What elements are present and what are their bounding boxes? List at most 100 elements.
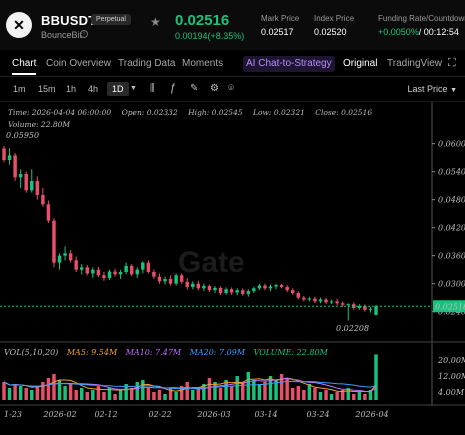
camera-icon[interactable]: ⌾ <box>228 83 234 94</box>
candle-body <box>91 269 95 274</box>
settings-gear-icon[interactable]: ⚙ <box>210 83 219 94</box>
bouncebit-logo-icon: ✕ <box>6 12 32 38</box>
perpetual-badge: Perpetual <box>91 14 131 25</box>
funding-rate-label: Funding Rate/Countdown <box>378 14 465 23</box>
volume-bar <box>229 386 234 400</box>
volume-bar <box>52 374 56 400</box>
volume-bar <box>196 388 201 400</box>
candle-body <box>302 297 306 300</box>
volume-bar <box>346 388 350 400</box>
candle-type-icon[interactable]: ⫼ <box>150 83 155 94</box>
volume-bar <box>57 380 62 400</box>
last-price-selector[interactable]: Last Price ▼ <box>408 84 457 94</box>
candle-body <box>318 299 323 302</box>
volume-bar <box>80 388 84 400</box>
candle-body <box>368 308 373 310</box>
candle-body <box>68 253 73 261</box>
volume-bar <box>235 376 239 400</box>
candle-body <box>257 285 262 289</box>
tab-moments[interactable]: Moments <box>182 58 224 69</box>
tab-chart[interactable]: Chart <box>12 58 37 69</box>
indicators-icon[interactable]: ƒ <box>170 82 177 94</box>
candle-body <box>213 287 217 291</box>
volume-tick-label: 12.00M <box>438 372 465 381</box>
volume-bar <box>368 390 373 400</box>
candle-body <box>13 155 17 178</box>
fullscreen-icon[interactable]: ⛶ <box>448 57 456 69</box>
vol-ma5: MA5: 9.54M <box>66 348 118 357</box>
funding-rate-value: +0.0050%/ 00:12:54 <box>378 27 465 37</box>
drawing-tools-icon[interactable]: ✎ <box>190 83 199 94</box>
volume-bar <box>107 388 112 400</box>
tab-coin-overview[interactable]: Coin Overview <box>46 58 112 69</box>
interval-toolbar: 1m 15m 1h 4h 1D ▼ ⫼ ƒ ✎ ⚙ ⌾ Last Price ▼ <box>0 80 465 100</box>
volume-bar <box>191 390 195 400</box>
candle-body <box>307 298 312 300</box>
candle-body <box>252 288 256 292</box>
volume-bar <box>340 390 345 400</box>
chart-tabs: Chart Coin Overview Trading Data Moments <box>0 52 465 76</box>
volume-bar <box>279 374 284 400</box>
candle-body <box>102 275 106 279</box>
volume-bar <box>335 392 339 400</box>
candle-body <box>41 195 45 205</box>
candle-body <box>24 174 28 191</box>
price-tick-label: 0.04200 <box>438 224 465 233</box>
market-header: ✕ BBUSDT Perpetual BounceBit i ★ 0.02516… <box>0 0 465 50</box>
candle-body <box>146 262 151 272</box>
volume-bar <box>85 392 90 400</box>
volume-bar <box>118 390 123 400</box>
vol-ma20: MA20: 7.09M <box>189 348 246 357</box>
symbol-title[interactable]: BBUSDT <box>41 13 97 28</box>
volume-bar <box>352 394 356 400</box>
ohlc-time: Time: 2026-04-04 06:00:00 <box>8 108 112 117</box>
interval-1h[interactable]: 1h <box>66 84 77 94</box>
info-icon[interactable]: i <box>80 30 88 38</box>
volume-bar <box>374 354 378 400</box>
time-tick-label: 02-22 <box>148 410 171 419</box>
interval-15m[interactable]: 15m <box>38 84 56 94</box>
candle-body <box>285 286 289 291</box>
tab-trading-data[interactable]: Trading Data <box>118 58 176 69</box>
candle-body <box>74 260 78 270</box>
candle-body <box>241 290 245 294</box>
volume-bar <box>124 384 128 400</box>
tab-tradingview[interactable]: TradingView <box>387 58 443 69</box>
candle-body <box>157 276 162 282</box>
volume-bar <box>68 384 73 400</box>
candle-body <box>374 306 378 315</box>
tab-original[interactable]: Original <box>343 58 378 69</box>
time-tick-label: 03-14 <box>254 410 277 419</box>
volume-bar <box>329 394 334 400</box>
time-tick-label: 03-24 <box>306 410 329 419</box>
volume-indicator-legend: VOL(5,10,20) MA5: 9.54M MA10: 7.47M MA20… <box>4 348 334 357</box>
volume-bar <box>246 372 251 400</box>
tab-ai-chat-to-strategy[interactable]: AI Chat-to-Strategy <box>246 58 332 69</box>
candle-body <box>246 291 251 294</box>
volume-bar <box>218 388 223 400</box>
candle-body <box>357 306 362 308</box>
volume-tick-label: 20.00M <box>437 356 465 365</box>
volume-bar <box>2 382 6 400</box>
funding-rate-percent: +0.0050% <box>378 27 419 37</box>
volume-bar <box>152 392 156 400</box>
candle-body <box>2 148 6 160</box>
candle-body <box>163 279 167 282</box>
interval-1d[interactable]: 1D <box>107 82 129 96</box>
interval-4h[interactable]: 4h <box>88 84 99 94</box>
ohlc-low: Low: 0.02321 <box>253 108 305 117</box>
favorite-star-icon[interactable]: ★ <box>150 15 161 29</box>
vol-volume: VOLUME: 22.80M <box>253 348 328 357</box>
interval-dropdown-icon[interactable]: ▼ <box>130 85 137 92</box>
candle-body <box>113 271 117 275</box>
volume-bar <box>24 388 28 400</box>
volume-bar <box>313 388 317 400</box>
interval-1m[interactable]: 1m <box>13 84 26 94</box>
candle-body <box>124 265 128 272</box>
time-tick-label: 2026-03 <box>196 410 230 419</box>
candle-body <box>35 181 40 195</box>
ai-chat-pill <box>243 56 335 72</box>
candle-body <box>107 271 112 279</box>
mark-price-label: Mark Price <box>261 14 300 23</box>
